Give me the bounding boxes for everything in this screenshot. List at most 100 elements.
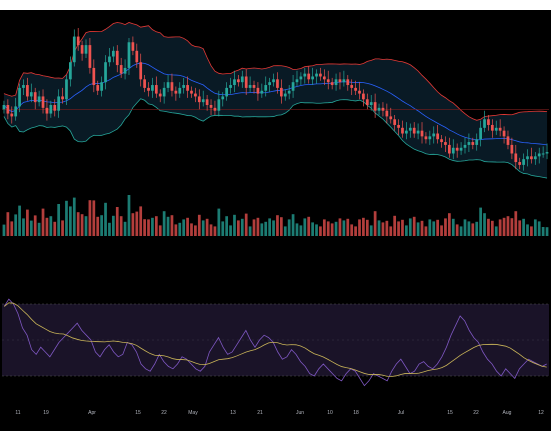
candle-body[interactable] bbox=[287, 90, 291, 94]
candle-body[interactable] bbox=[381, 107, 385, 111]
price-panel[interactable] bbox=[2, 22, 549, 179]
candle-body[interactable] bbox=[22, 85, 25, 88]
candle-body[interactable] bbox=[174, 90, 178, 94]
candle-body[interactable] bbox=[319, 73, 322, 77]
candle-body[interactable] bbox=[405, 130, 408, 134]
candle-body[interactable] bbox=[240, 76, 244, 83]
candle-body[interactable] bbox=[459, 147, 463, 151]
candle-body[interactable] bbox=[526, 156, 529, 160]
candle-body[interactable] bbox=[151, 85, 154, 91]
candle-body[interactable] bbox=[444, 142, 447, 145]
candle-body[interactable] bbox=[244, 76, 248, 88]
candle-body[interactable] bbox=[385, 110, 389, 117]
candle-body[interactable] bbox=[416, 130, 420, 134]
candle-body[interactable] bbox=[190, 90, 193, 94]
candle-body[interactable] bbox=[209, 105, 213, 108]
candle-body[interactable] bbox=[217, 99, 221, 111]
candle-body[interactable] bbox=[213, 107, 217, 111]
candle-body[interactable] bbox=[69, 62, 72, 80]
candle-body[interactable] bbox=[37, 96, 41, 103]
candle-body[interactable] bbox=[139, 62, 143, 80]
candle-body[interactable] bbox=[108, 56, 111, 63]
candle-body[interactable] bbox=[362, 93, 365, 100]
candle-body[interactable] bbox=[57, 96, 61, 111]
candle-body[interactable] bbox=[10, 113, 14, 117]
candle-body[interactable] bbox=[315, 73, 318, 77]
candle-body[interactable] bbox=[358, 90, 361, 94]
candle-body[interactable] bbox=[338, 79, 342, 83]
candle-body[interactable] bbox=[436, 133, 440, 140]
candle-body[interactable] bbox=[377, 107, 381, 111]
candle-body[interactable] bbox=[33, 92, 37, 103]
candle-body[interactable] bbox=[178, 87, 182, 94]
candle-body[interactable] bbox=[201, 99, 205, 103]
candle-body[interactable] bbox=[537, 153, 541, 157]
candle-body[interactable] bbox=[143, 79, 146, 88]
candle-body[interactable] bbox=[303, 73, 307, 77]
candle-body[interactable] bbox=[307, 73, 311, 80]
candle-body[interactable] bbox=[111, 50, 115, 57]
candle-body[interactable] bbox=[123, 67, 127, 74]
candle-body[interactable] bbox=[272, 79, 275, 83]
candle-body[interactable] bbox=[186, 85, 189, 91]
candle-body[interactable] bbox=[61, 96, 64, 100]
candle-body[interactable] bbox=[237, 79, 240, 83]
candle-body[interactable] bbox=[330, 82, 334, 86]
candle-body[interactable] bbox=[498, 127, 502, 131]
candle-body[interactable] bbox=[131, 42, 135, 51]
candle-body[interactable] bbox=[487, 119, 490, 125]
candle-body[interactable] bbox=[104, 62, 107, 83]
candle-body[interactable] bbox=[221, 96, 225, 100]
candle-body[interactable] bbox=[412, 127, 416, 134]
candle-body[interactable] bbox=[393, 119, 397, 125]
candle-body[interactable] bbox=[2, 105, 6, 110]
candle-body[interactable] bbox=[401, 127, 404, 134]
candle-body[interactable] bbox=[530, 156, 533, 160]
candle-body[interactable] bbox=[6, 105, 10, 114]
candle-body[interactable] bbox=[96, 85, 100, 91]
candle-body[interactable] bbox=[483, 119, 486, 128]
candle-body[interactable] bbox=[80, 45, 84, 54]
candle-body[interactable] bbox=[260, 90, 264, 94]
candle-body[interactable] bbox=[65, 79, 68, 100]
candle-body[interactable] bbox=[408, 127, 412, 131]
candle-body[interactable] bbox=[451, 147, 455, 154]
candle-body[interactable] bbox=[166, 82, 170, 88]
candle-body[interactable] bbox=[369, 102, 373, 105]
candle-body[interactable] bbox=[322, 76, 326, 80]
candle-body[interactable] bbox=[397, 124, 400, 128]
candle-body[interactable] bbox=[283, 93, 287, 97]
candle-body[interactable] bbox=[455, 147, 459, 151]
candle-body[interactable] bbox=[545, 152, 549, 154]
candle-body[interactable] bbox=[279, 87, 283, 97]
candle-body[interactable] bbox=[424, 136, 428, 140]
candle-body[interactable] bbox=[119, 65, 123, 74]
candle-body[interactable] bbox=[533, 156, 537, 160]
candle-body[interactable] bbox=[162, 87, 166, 97]
candle-body[interactable] bbox=[342, 79, 346, 83]
candle-body[interactable] bbox=[205, 99, 209, 105]
candle-body[interactable] bbox=[471, 142, 475, 145]
candle-body[interactable] bbox=[479, 127, 482, 140]
candle-body[interactable] bbox=[197, 96, 201, 103]
candle-body[interactable] bbox=[432, 133, 436, 137]
candle-body[interactable] bbox=[127, 42, 131, 68]
candle-body[interactable] bbox=[53, 105, 57, 111]
candle-body[interactable] bbox=[354, 87, 357, 91]
candle-body[interactable] bbox=[194, 93, 197, 97]
candle-body[interactable] bbox=[182, 85, 186, 88]
candle-body[interactable] bbox=[373, 102, 377, 111]
candle-body[interactable] bbox=[510, 144, 514, 154]
candle-body[interactable] bbox=[428, 136, 432, 140]
candle-body[interactable] bbox=[225, 87, 229, 97]
candle-body[interactable] bbox=[463, 144, 467, 148]
candle-body[interactable] bbox=[256, 87, 260, 94]
candle-body[interactable] bbox=[154, 85, 158, 94]
candle-body[interactable] bbox=[326, 79, 330, 83]
candle-body[interactable] bbox=[467, 142, 471, 145]
candle-body[interactable] bbox=[14, 106, 18, 117]
candle-body[interactable] bbox=[100, 82, 103, 91]
candle-body[interactable] bbox=[76, 36, 80, 46]
candle-body[interactable] bbox=[334, 79, 338, 86]
candle-body[interactable] bbox=[18, 87, 21, 107]
